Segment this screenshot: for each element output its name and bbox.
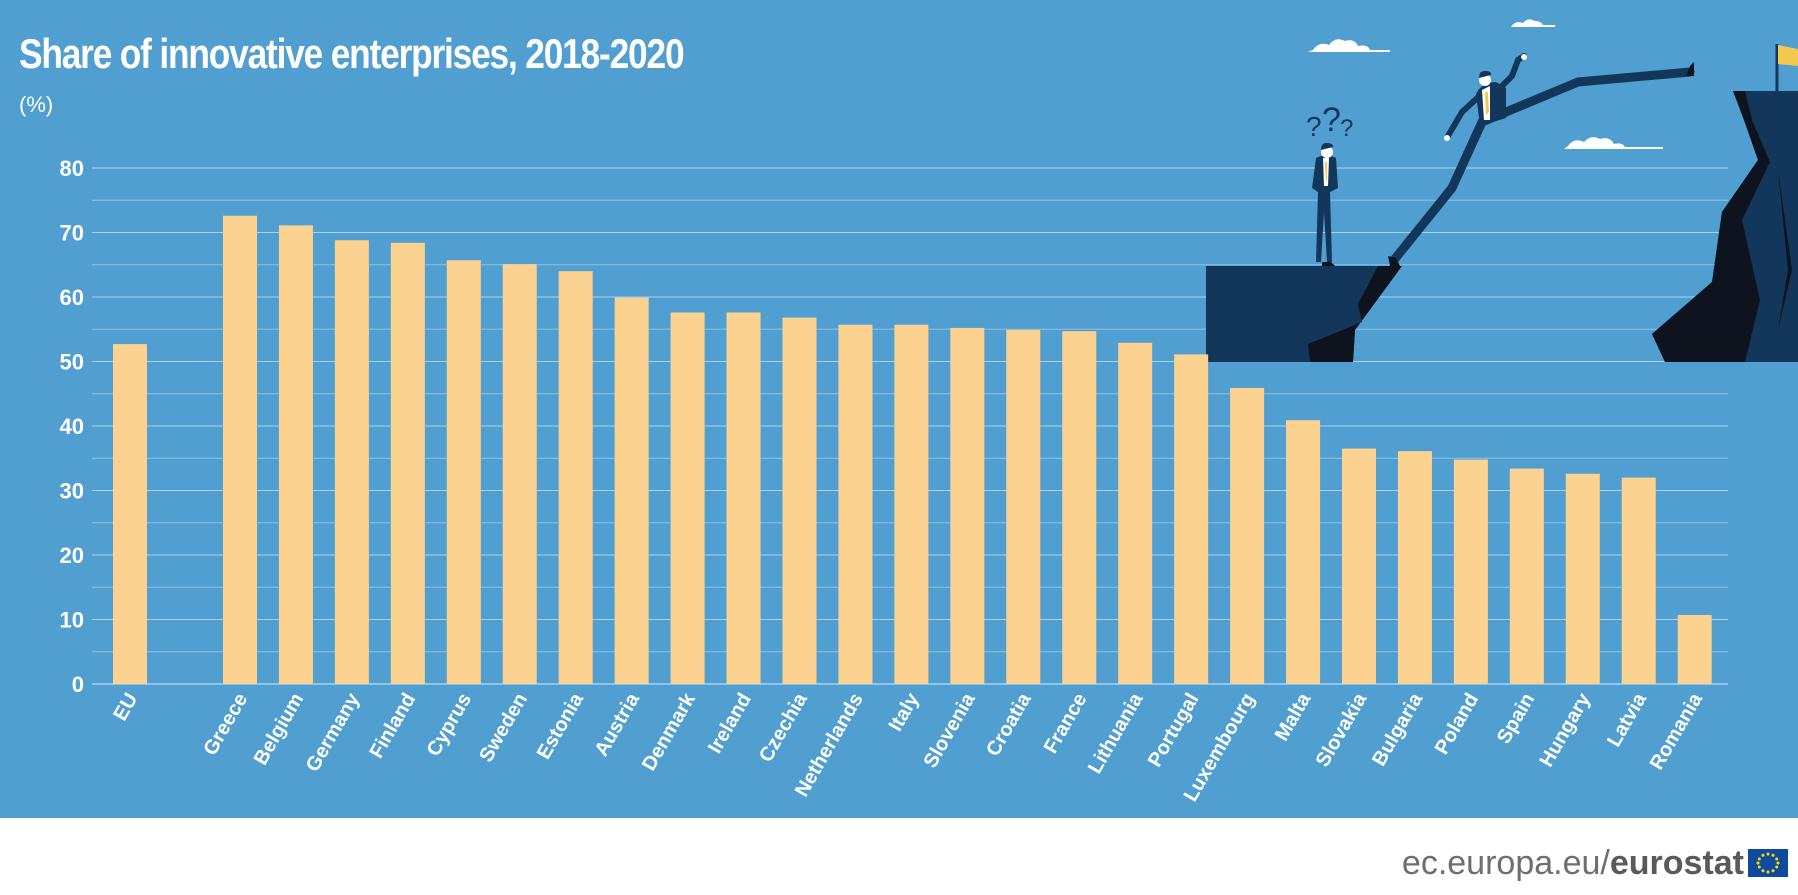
bar-eu[interactable]: [113, 344, 147, 684]
bar-portugal[interactable]: [1174, 354, 1209, 684]
flag-icon: [1778, 45, 1798, 66]
bar-bulgaria[interactable]: [1397, 451, 1432, 684]
footer: ec.europa.eu/ eurostat: [1402, 838, 1788, 888]
leg-shoe: [1388, 256, 1400, 266]
bar-ireland[interactable]: [726, 312, 761, 684]
leg-shoe: [1686, 62, 1694, 76]
businessman-hair: [1321, 142, 1334, 150]
bar-netherlands[interactable]: [838, 324, 873, 684]
x-tick-label: Sweden: [475, 690, 532, 766]
cloud-icon: [1308, 39, 1390, 52]
x-tick-label: Germany: [302, 689, 365, 776]
bar-chart: ? ? ? 0 10 20 30 40 50 60 70 80 EU GreeceBelgiumG…: [60, 19, 1798, 806]
y-tick-label: 60: [60, 285, 84, 310]
y-tick-label: 30: [60, 479, 84, 504]
y-tick-label: 10: [60, 608, 84, 633]
x-tick-label: Romania: [1646, 689, 1708, 774]
bar-denmark[interactable]: [670, 312, 705, 684]
question-marks-icon: ?: [1322, 101, 1341, 139]
y-tick-label: 70: [60, 221, 84, 246]
chart-title: Share of innovative enterprises, 2018-20…: [19, 30, 685, 77]
bar-poland[interactable]: [1453, 459, 1488, 684]
right-cliff-shadow: [1652, 91, 1770, 362]
cloud-icon: [1564, 137, 1663, 149]
y-tick-label: 20: [60, 543, 84, 568]
x-tick-label: Czechia: [755, 689, 812, 766]
x-tick-label: Italy: [885, 689, 925, 735]
standing-businessman: [1312, 155, 1338, 262]
x-tick-label: Finland: [366, 690, 421, 763]
x-tick-label: France: [1040, 690, 1092, 758]
businessman-hand: [1521, 54, 1527, 60]
bar-austria[interactable]: [614, 297, 649, 684]
x-tick-label: Slovakia: [1312, 689, 1372, 771]
y-tick-label: 50: [60, 350, 84, 375]
businessman-tie: [1485, 92, 1489, 115]
businessman-hand: [1444, 135, 1450, 141]
x-tick-label: Cyprus: [423, 690, 477, 761]
bar-lithuania[interactable]: [1118, 342, 1153, 684]
bar-slovenia[interactable]: [950, 327, 985, 684]
left-cliff-shadow: [1308, 266, 1402, 362]
y-tick-label: 0: [72, 672, 84, 697]
bar-france[interactable]: [1062, 331, 1097, 684]
cloud-icon: [1507, 19, 1555, 27]
bars: [113, 215, 1712, 685]
x-tick-label: Greece: [199, 690, 252, 760]
footer-domain[interactable]: ec.europa.eu/: [1401, 843, 1610, 882]
cliff-jump-illustration: ? ? ?: [1206, 19, 1798, 362]
x-tick-label: Spain: [1493, 690, 1539, 748]
x-tick-label: Slovenia: [919, 689, 980, 772]
y-tick-label: 40: [60, 414, 84, 439]
bar-cyprus[interactable]: [446, 260, 481, 684]
x-tick-label: EU: [109, 690, 142, 725]
x-tick-label: Lithuania: [1084, 689, 1148, 778]
unit-label: (%): [19, 92, 54, 117]
bar-croatia[interactable]: [1006, 329, 1041, 684]
x-tick-label: Austria: [590, 689, 644, 760]
x-tick-label: Bulgaria: [1368, 689, 1428, 770]
x-tick-label: Belgium: [250, 690, 309, 769]
businessman-shoes: [1322, 262, 1335, 266]
bar-sweden[interactable]: [502, 264, 537, 684]
stretched-leg: [1389, 67, 1695, 265]
y-tick-label: 80: [60, 156, 84, 181]
bar-luxembourg[interactable]: [1230, 387, 1265, 684]
footer-brand[interactable]: eurostat: [1609, 843, 1744, 882]
bar-greece[interactable]: [223, 215, 257, 685]
x-tick-label: Poland: [1431, 690, 1483, 759]
bar-romania[interactable]: [1677, 614, 1712, 684]
x-tick-label: Malta: [1271, 689, 1316, 745]
bar-belgium[interactable]: [278, 225, 313, 684]
x-tick-label: Estonia: [533, 689, 589, 763]
bar-slovakia[interactable]: [1342, 448, 1376, 684]
question-marks-icon: ?: [1306, 111, 1322, 142]
chart-panel: ? ? ? 0 10 20 30 40 50 60 70 80 EU Greece Belgium G…: [0, 0, 1798, 818]
x-tick-label: Croatia: [982, 689, 1036, 760]
right-cliff-crack: [1778, 170, 1792, 330]
eu-flag-icon: [1748, 849, 1788, 877]
bar-czechia[interactable]: [782, 317, 817, 684]
bar-finland[interactable]: [390, 242, 425, 684]
y-axis-ticks: 0 10 20 30 40 50 60 70 80: [60, 156, 84, 697]
bar-latvia[interactable]: [1621, 477, 1656, 684]
x-tick-label: Denmark: [638, 689, 700, 775]
bar-germany[interactable]: [334, 240, 369, 685]
businessman-arm: [1445, 53, 1527, 139]
bar-hungary[interactable]: [1565, 473, 1600, 684]
x-tick-label: Portugal: [1144, 690, 1204, 771]
x-tick-label: Latvia: [1603, 689, 1651, 751]
bar-italy[interactable]: [894, 324, 929, 684]
x-tick-label: Ireland: [704, 690, 756, 758]
businessman-tie: [1325, 162, 1327, 182]
bar-spain[interactable]: [1509, 468, 1544, 684]
question-marks-icon: ?: [1340, 115, 1353, 142]
businessman-hair: [1479, 70, 1492, 78]
bar-estonia[interactable]: [558, 271, 593, 684]
bar-malta[interactable]: [1286, 420, 1321, 684]
x-tick-label: Hungary: [1536, 689, 1596, 771]
